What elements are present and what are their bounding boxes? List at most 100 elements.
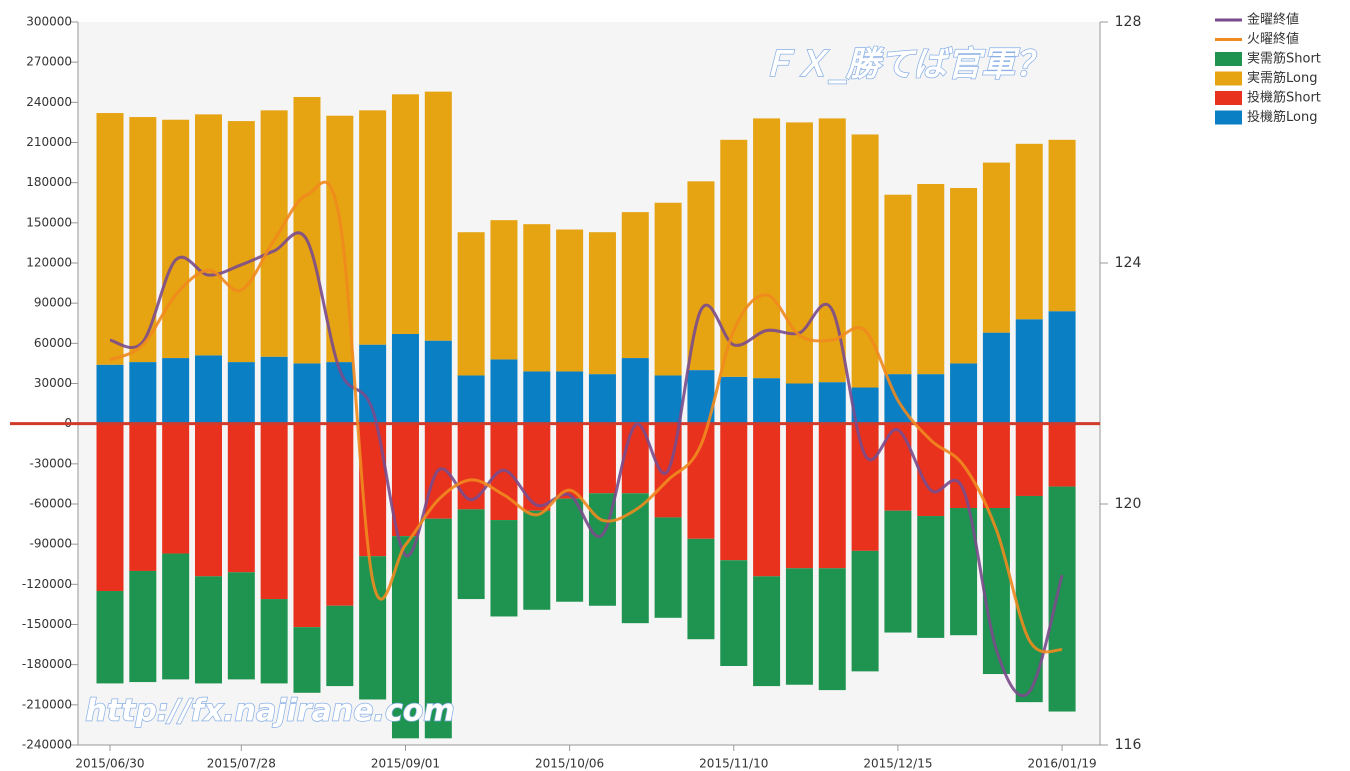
legend-label: 投機筋Long — [1247, 109, 1317, 125]
y-tick-label: -90000 — [29, 537, 72, 551]
x-tick-label: 2016/01/19 — [1027, 757, 1096, 771]
y-tick-label: 120000 — [26, 256, 72, 270]
y2-tick-label: 124 — [1115, 255, 1142, 271]
bar — [129, 570, 157, 683]
bar — [753, 576, 781, 687]
bar — [260, 356, 288, 424]
y-tick-label: -240000 — [22, 738, 72, 752]
bar — [753, 378, 781, 424]
bar — [523, 371, 551, 424]
bar — [326, 423, 354, 606]
y-tick-label: 270000 — [26, 55, 72, 69]
y-tick-label: 150000 — [26, 215, 72, 229]
bar — [884, 194, 912, 375]
bar — [884, 510, 912, 633]
bar — [917, 516, 945, 638]
bar — [162, 423, 190, 554]
bar — [293, 363, 321, 424]
bar — [96, 591, 124, 684]
bar — [194, 114, 222, 356]
y-tick-label: -210000 — [22, 697, 72, 711]
bar — [950, 363, 978, 424]
bar — [490, 520, 518, 617]
y-tick-label: -150000 — [22, 617, 72, 631]
bar — [753, 118, 781, 379]
y2-tick-label: 116 — [1115, 737, 1142, 753]
x-tick-label: 2015/07/28 — [207, 757, 276, 771]
bar — [687, 423, 715, 539]
bar — [391, 94, 419, 334]
legend-label: 金曜終値 — [1247, 12, 1299, 28]
y-tick-label: 90000 — [34, 296, 72, 310]
bar — [96, 364, 124, 424]
legend-swatch — [1215, 110, 1242, 125]
legend-swatch — [1215, 71, 1242, 86]
legend-label: 投機筋Short — [1247, 90, 1321, 106]
bar — [457, 509, 485, 600]
bar — [260, 599, 288, 684]
bar — [162, 119, 190, 359]
legend-label: 実需筋Short — [1247, 51, 1321, 67]
x-tick-label: 2015/10/06 — [535, 757, 604, 771]
bar — [424, 518, 452, 739]
y-tick-label: 180000 — [26, 175, 72, 189]
y-tick-label: -30000 — [29, 456, 72, 470]
bar — [753, 423, 781, 577]
bar — [851, 423, 879, 551]
bar — [851, 550, 879, 672]
bar — [490, 220, 518, 360]
bar — [556, 371, 584, 424]
y-tick-label: 60000 — [34, 336, 72, 350]
bar — [818, 568, 846, 691]
y-tick-label: -120000 — [22, 577, 72, 591]
bar — [523, 510, 551, 610]
y-tick-label: 210000 — [26, 135, 72, 149]
bar — [556, 498, 584, 602]
bar — [96, 423, 124, 592]
y-tick-label: -60000 — [29, 497, 72, 511]
bar — [490, 423, 518, 521]
bar — [293, 627, 321, 693]
bar — [194, 576, 222, 684]
bar — [982, 423, 1010, 509]
bar — [227, 572, 255, 680]
bar — [720, 560, 748, 667]
bar — [457, 375, 485, 424]
bar — [785, 423, 813, 569]
bar — [1048, 423, 1076, 487]
legend-label: 実需筋Long — [1247, 70, 1317, 86]
bar — [720, 139, 748, 377]
bar — [523, 224, 551, 372]
bar — [162, 553, 190, 680]
bar — [96, 113, 124, 365]
bar — [457, 423, 485, 510]
bar — [785, 122, 813, 384]
bar — [720, 423, 748, 561]
legend-swatch — [1215, 52, 1242, 66]
watermark-title: ＦＸ_勝てば官軍？ — [761, 45, 1049, 85]
bar — [556, 229, 584, 372]
bar — [260, 110, 288, 357]
bar — [424, 340, 452, 424]
bar — [556, 423, 584, 499]
bar — [621, 212, 649, 359]
bar — [884, 423, 912, 511]
bar — [982, 162, 1010, 333]
bar — [588, 374, 616, 424]
bar — [326, 605, 354, 687]
bar — [457, 232, 485, 376]
bar — [227, 423, 255, 573]
bar — [1015, 143, 1043, 320]
y2-tick-label: 128 — [1115, 14, 1142, 30]
bar — [1048, 139, 1076, 312]
bar — [260, 423, 288, 600]
bar — [588, 423, 616, 494]
y-tick-label: 300000 — [26, 15, 72, 29]
bar — [194, 423, 222, 577]
bar — [785, 568, 813, 685]
bar — [1015, 423, 1043, 496]
bar — [1048, 311, 1076, 424]
bar — [227, 121, 255, 363]
bar — [917, 374, 945, 424]
